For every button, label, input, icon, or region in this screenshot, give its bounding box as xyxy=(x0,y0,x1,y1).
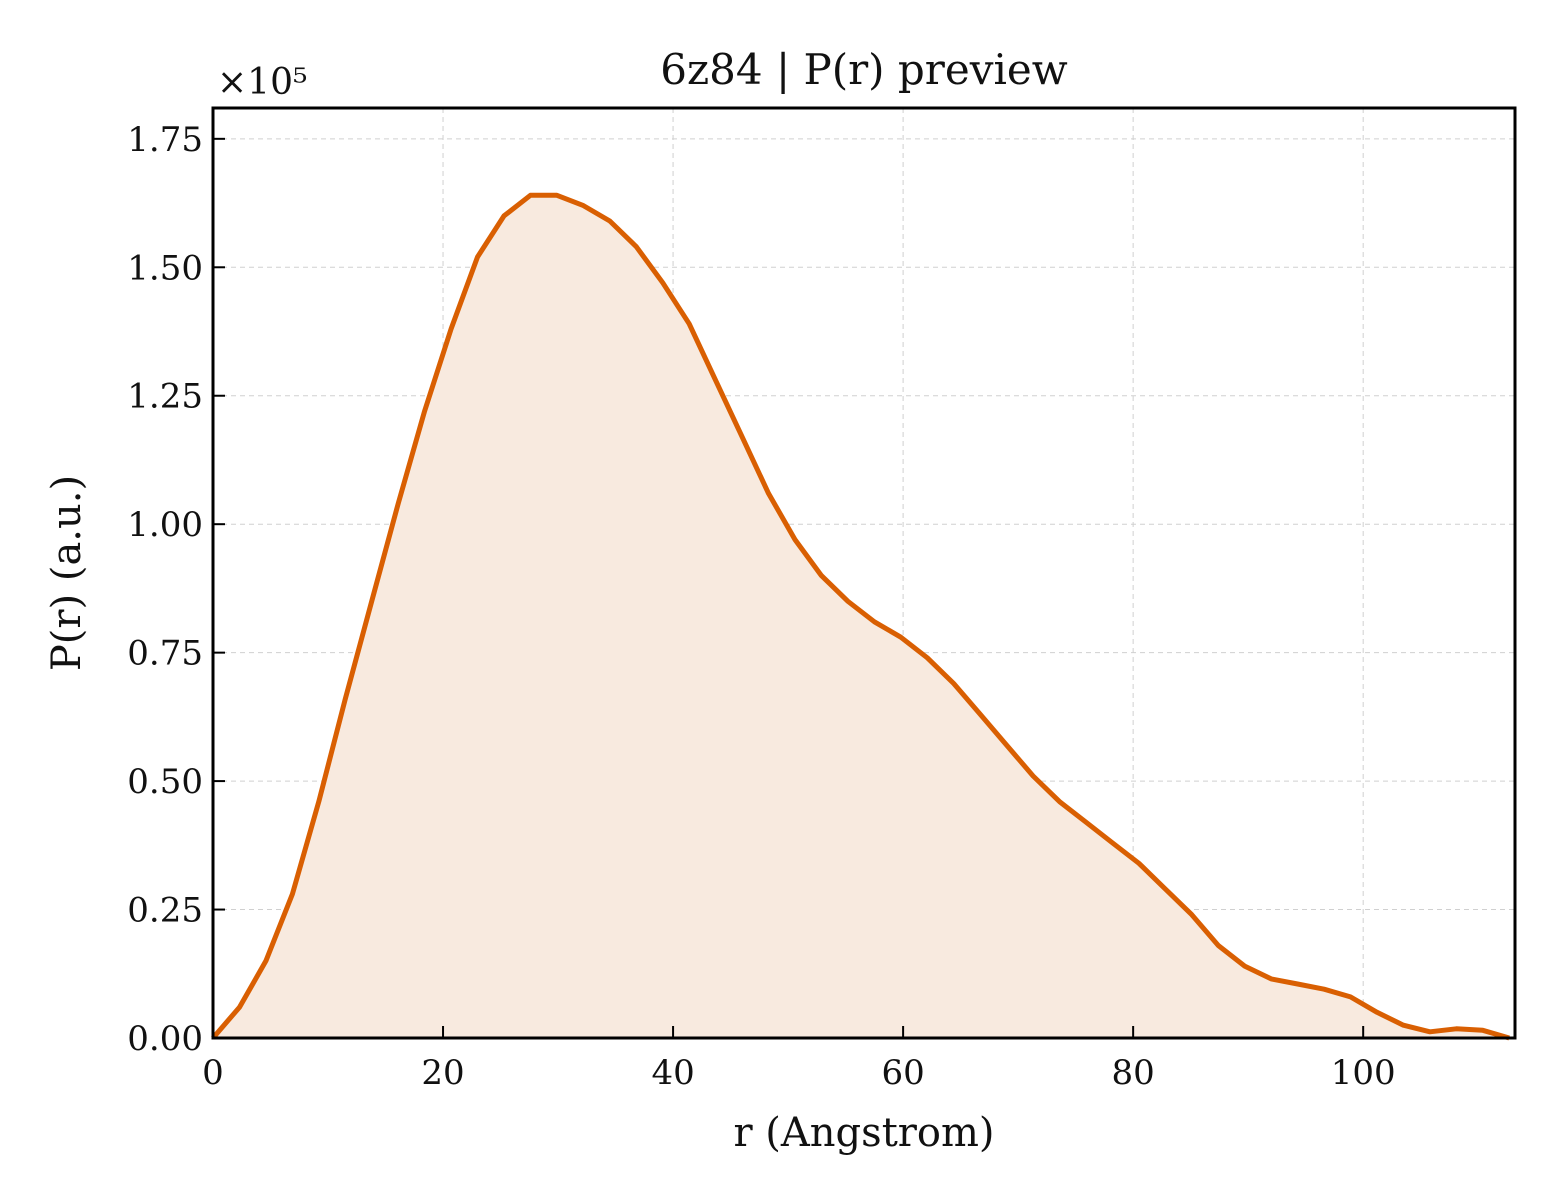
y-tick-label: 0.50 xyxy=(127,762,203,802)
x-tick-labels: 0 20 40 60 80 100 xyxy=(202,1053,1395,1093)
x-tick-label: 80 xyxy=(1112,1053,1155,1093)
x-tick-label: 100 xyxy=(1331,1053,1396,1093)
y-tick-labels: 0.00 0.25 0.50 0.75 1.00 1.25 1.50 1.75 xyxy=(127,120,203,1059)
plot-frame xyxy=(211,106,1517,1040)
y-axis-title: P(r) (a.u.) xyxy=(44,475,90,671)
x-tick-label: 20 xyxy=(421,1053,464,1093)
y-tick-label: 0.25 xyxy=(127,891,203,931)
y-tick-label: 0.00 xyxy=(127,1019,203,1059)
y-multiplier-label: ×10⁵ xyxy=(217,62,307,103)
y-tick-label: 1.00 xyxy=(127,505,203,545)
x-tick-label: 0 xyxy=(202,1053,224,1093)
x-tick-label: 40 xyxy=(651,1053,694,1093)
y-tick-label: 1.50 xyxy=(127,248,203,288)
y-tick-label: 1.75 xyxy=(127,120,203,160)
y-tick-label: 0.75 xyxy=(127,634,203,674)
x-axis-title: r (Angstrom) xyxy=(733,1110,994,1156)
pr-series-line xyxy=(211,192,1510,1041)
pr-area-fill xyxy=(213,195,1510,1039)
chart-title: 6z84 | P(r) preview xyxy=(660,45,1067,94)
x-tick-label: 60 xyxy=(881,1053,924,1093)
y-tick-label: 1.25 xyxy=(127,377,203,417)
